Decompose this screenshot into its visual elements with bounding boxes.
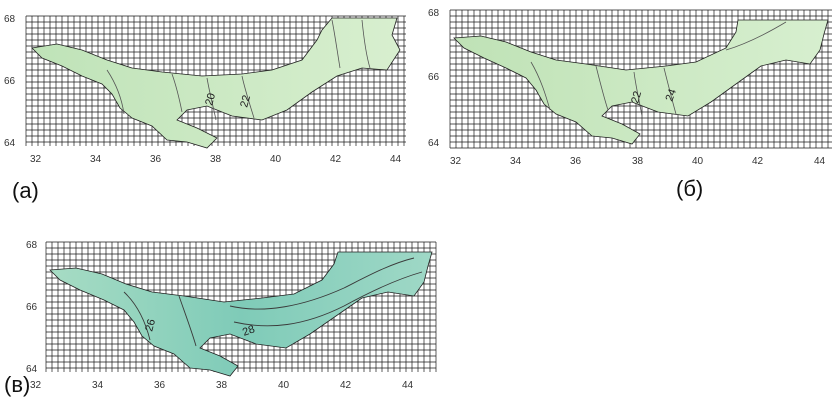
isoline-label-1: 22 <box>629 90 644 105</box>
x-tick: 44 <box>390 154 402 165</box>
y-axis: 68 66 64 <box>26 240 38 375</box>
x-tick: 32 <box>30 380 42 391</box>
white-sea-water <box>31 17 401 149</box>
panel-label-c: (в) <box>4 372 31 397</box>
y-tick: 66 <box>4 76 16 87</box>
map-c-svg: 26 28 32 34 36 38 40 42 44 68 66 64 <box>26 240 437 391</box>
x-tick: 40 <box>692 156 704 167</box>
x-tick: 42 <box>330 154 342 165</box>
y-tick: 64 <box>428 138 440 149</box>
y-tick: 68 <box>428 8 440 19</box>
x-tick: 36 <box>150 154 162 165</box>
y-tick: 64 <box>4 138 16 149</box>
y-tick: 66 <box>26 302 38 313</box>
x-tick: 36 <box>154 380 166 391</box>
x-tick: 34 <box>510 156 522 167</box>
isoline-label-2: 24 <box>664 87 679 103</box>
x-tick: 44 <box>402 380 414 391</box>
x-tick: 34 <box>92 380 104 391</box>
map-b-svg: 22 24 32 34 36 38 40 42 44 68 66 64 <box>428 8 832 167</box>
white-sea-water <box>49 251 433 377</box>
x-tick: 38 <box>216 380 228 391</box>
x-tick: 32 <box>30 154 42 165</box>
x-axis: 32 34 36 38 40 42 44 <box>450 156 826 167</box>
map-panel-c: 26 28 32 34 36 38 40 42 44 68 66 64 <box>4 236 444 402</box>
y-tick: 66 <box>428 72 440 83</box>
x-tick: 40 <box>278 380 290 391</box>
isoline-label-2: 22 <box>238 94 253 109</box>
map-panel-a: 20 22 32 34 36 38 40 42 44 68 66 64 <box>2 10 417 178</box>
y-axis: 68 66 64 <box>4 14 16 149</box>
x-tick: 38 <box>210 154 222 165</box>
x-tick: 34 <box>90 154 102 165</box>
panel-label-a: (а) <box>12 178 39 203</box>
x-axis: 32 34 36 38 40 42 44 <box>30 380 414 391</box>
x-tick: 42 <box>340 380 352 391</box>
isolines <box>123 257 423 347</box>
isoline-label-2: 28 <box>241 323 257 338</box>
map-a-svg: 20 22 32 34 36 38 40 42 44 68 66 64 <box>4 14 406 165</box>
y-tick: 64 <box>26 364 38 375</box>
x-tick: 38 <box>632 156 644 167</box>
x-tick: 36 <box>570 156 582 167</box>
white-sea-water <box>453 19 829 145</box>
y-tick: 68 <box>26 240 38 251</box>
y-tick: 68 <box>4 14 16 25</box>
x-tick: 44 <box>814 156 826 167</box>
y-axis: 68 66 64 <box>428 8 440 149</box>
x-tick: 32 <box>450 156 462 167</box>
x-axis: 32 34 36 38 40 42 44 <box>30 154 402 165</box>
isolines <box>106 19 371 121</box>
isoline-label-1: 20 <box>203 92 218 107</box>
isoline-label-1: 26 <box>143 318 158 333</box>
isolines <box>530 21 787 117</box>
x-tick: 40 <box>270 154 282 165</box>
map-panel-b: 22 24 32 34 36 38 40 42 44 68 66 64 <box>426 4 838 172</box>
panel-label-b: (б) <box>676 176 704 201</box>
x-tick: 42 <box>752 156 764 167</box>
